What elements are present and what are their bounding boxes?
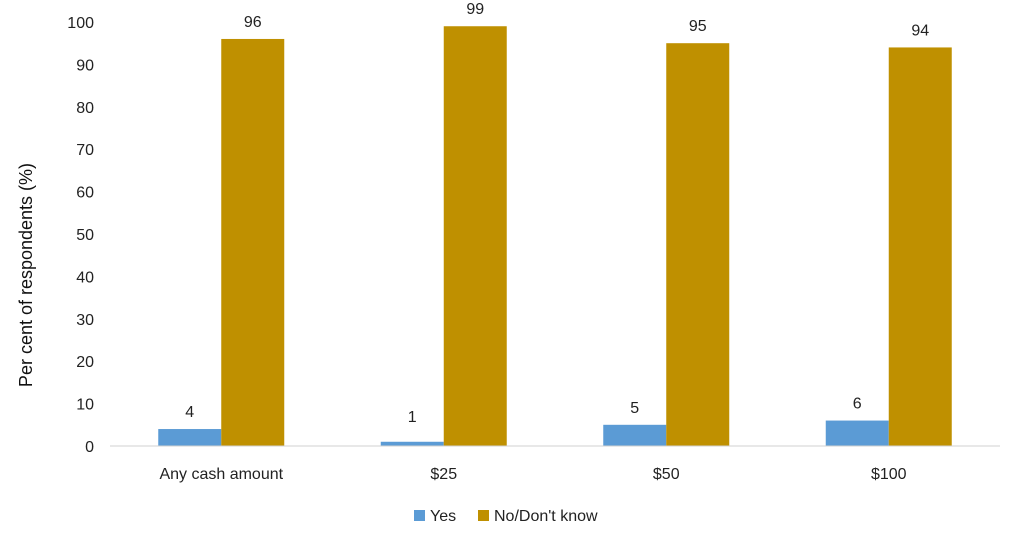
x-axis-ticks: Any cash amount $25 $50 $100	[159, 466, 906, 483]
data-label: 99	[466, 1, 484, 18]
bar-no-dont-know	[221, 38, 285, 447]
data-label: 1	[408, 409, 417, 426]
bar-no-dont-know	[443, 26, 507, 447]
y-tick-label: 10	[76, 397, 94, 414]
data-label: 6	[853, 396, 862, 413]
y-tick-label: 20	[76, 354, 94, 371]
data-label: 95	[689, 18, 707, 35]
y-axis-title: Per cent of respondents (%)	[16, 163, 36, 387]
y-tick-label: 0	[85, 439, 94, 456]
legend: Yes No/Don't know	[414, 508, 598, 525]
bar-yes	[158, 429, 222, 446]
y-tick-label: 30	[76, 312, 94, 329]
x-tick-label: $25	[430, 466, 457, 483]
bar-yes	[380, 441, 444, 446]
y-tick-label: 80	[76, 100, 94, 117]
data-label: 5	[630, 400, 639, 417]
y-tick-label: 60	[76, 185, 94, 202]
legend-swatch	[478, 510, 489, 521]
y-tick-label: 90	[76, 57, 94, 74]
bar-no-dont-know	[888, 47, 952, 446]
legend-label: Yes	[430, 508, 456, 525]
data-label: 94	[911, 22, 929, 39]
y-tick-label: 40	[76, 269, 94, 286]
x-tick-label: $50	[653, 466, 680, 483]
x-tick-label: $100	[871, 466, 907, 483]
y-tick-label: 50	[76, 227, 94, 244]
y-tick-label: 70	[76, 142, 94, 159]
legend-swatch	[414, 510, 425, 521]
bar-no-dont-know	[666, 43, 730, 446]
x-tick-label: Any cash amount	[159, 466, 283, 483]
data-label: 96	[244, 14, 262, 31]
bar-yes	[603, 424, 667, 446]
bar-yes	[825, 420, 889, 446]
data-labels: 4 1 5 6 96 99 95 94	[185, 1, 929, 426]
data-label: 4	[185, 404, 194, 421]
legend-label: No/Don't know	[494, 508, 598, 525]
y-axis-ticks: 0 10 20 30 40 50 60 70 80 90 100	[67, 15, 94, 456]
bars	[158, 26, 952, 447]
y-tick-label: 100	[67, 15, 94, 32]
